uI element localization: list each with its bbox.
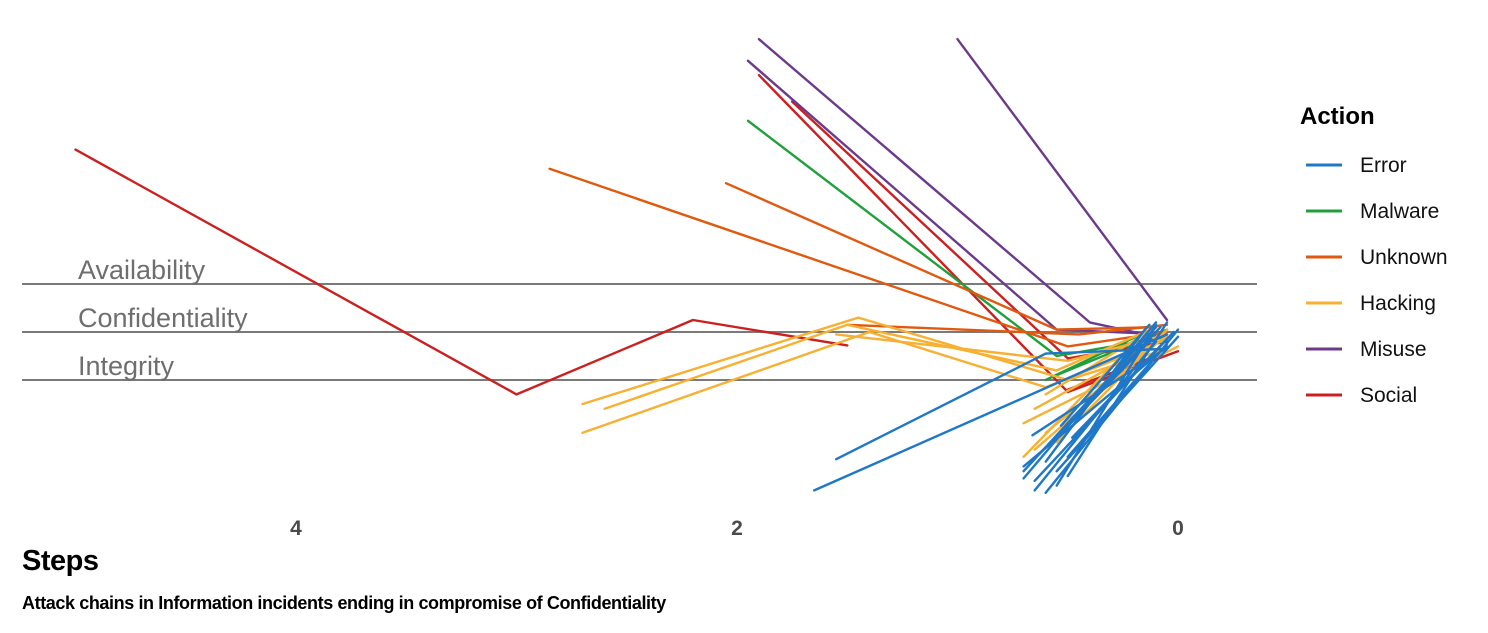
series-line-error-25	[813, 333, 1169, 492]
legend: Action Error Malware Unknown Hacking Misuse So…	[1300, 103, 1448, 407]
x-tick-4: 4	[290, 517, 302, 540]
legend-title: Action	[1300, 103, 1375, 130]
series-line-error-34	[1055, 335, 1180, 473]
series-line-social-0	[74, 148, 849, 396]
legend-label-social: Social	[1360, 384, 1417, 407]
legend-label-hacking: Hacking	[1360, 292, 1436, 315]
band-label-confidentiality: Confidentiality	[78, 303, 248, 333]
series-line-misuse-4	[757, 38, 1158, 338]
series-line-misuse-6	[956, 38, 1169, 322]
band-label-availability: Availability	[78, 255, 206, 285]
legend-label-misuse: Misuse	[1360, 338, 1427, 361]
x-tick-2: 2	[731, 517, 743, 540]
series-line-error-40	[1031, 347, 1167, 437]
band-label-integrity: Integrity	[78, 351, 175, 381]
series-line-error-36	[1066, 342, 1169, 458]
series-lines	[74, 38, 1180, 494]
series-line-unknown-12	[846, 323, 1169, 336]
chart-caption: Attack chains in Information incidents e…	[22, 593, 666, 613]
series-line-malware-7	[746, 119, 1169, 358]
series-line-hacking-15	[581, 330, 1169, 434]
series-line-misuse-5	[746, 59, 1169, 336]
legend-label-unknown: Unknown	[1360, 246, 1448, 269]
series-line-error-39	[1070, 330, 1175, 439]
x-axis-label: Steps	[22, 545, 99, 577]
legend-label-error: Error	[1360, 154, 1407, 177]
x-axis-ticks: 4 2 0	[290, 517, 1184, 540]
legend-label-malware: Malware	[1360, 200, 1439, 223]
series-line-error-41	[1059, 323, 1151, 427]
x-tick-0: 0	[1172, 517, 1184, 540]
reference-bands: Availability Confidentiality Integrity	[22, 255, 1257, 381]
series-line-unknown-11	[724, 181, 1158, 331]
